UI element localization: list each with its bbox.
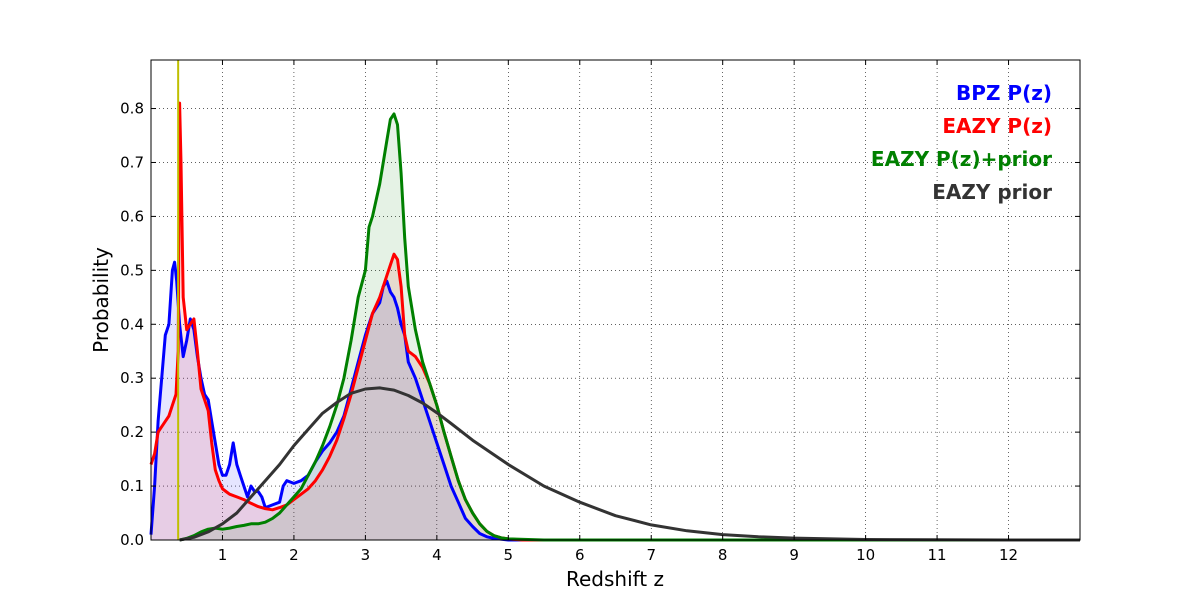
x-tick-label: 6: [575, 546, 585, 564]
x-tick-label: 1: [218, 546, 228, 564]
eazy-p-z-prior-fill: [179, 113, 1081, 541]
x-tick-label: 7: [646, 546, 656, 564]
plot-frame: [150, 59, 1081, 541]
x-tick-label: 3: [361, 546, 371, 564]
x-tick-label: 4: [432, 546, 442, 564]
x-tick-label: 10: [856, 546, 875, 564]
series-fills: [151, 103, 1081, 541]
legend-entry: EAZY P(z): [942, 114, 1052, 138]
y-axis-label: Probability: [89, 247, 113, 353]
x-axis-label: Redshift z: [566, 567, 664, 591]
grid: [151, 60, 1080, 541]
x-axis-ticks: 1 2 3 4 5 6 7 8 9 10 11 12: [218, 60, 1018, 564]
eazy-p-z-fill: [151, 103, 1080, 540]
eazy-prior-line: [179, 386, 1080, 542]
bpz-p-z-line: [149, 260, 1080, 542]
x-tick-label: 8: [718, 546, 728, 564]
y-tick-label: 0.6: [120, 207, 144, 225]
y-tick-label: 0.1: [120, 477, 144, 495]
x-tick-label: 12: [999, 546, 1018, 564]
y-tick-label: 0.7: [120, 153, 144, 171]
y-tick-label: 0.8: [120, 100, 144, 118]
y-axis-ticks: 0.0 0.1 0.2 0.3 0.4 0.5 0.6 0.7 0.8: [120, 100, 1080, 549]
eazy-p-z-prior-line: [179, 112, 1080, 542]
legend: BPZ P(z) EAZY P(z) EAZY P(z)+prior EAZY pri…: [871, 81, 1052, 204]
y-tick-label: 0.3: [120, 369, 144, 387]
x-tick-label: 5: [504, 546, 514, 564]
x-tick-label: 2: [289, 546, 299, 564]
x-tick-label: 11: [928, 546, 947, 564]
y-tick-label: 0.4: [120, 315, 144, 333]
y-tick-label: 0.0: [120, 531, 144, 549]
legend-entry: BPZ P(z): [956, 81, 1052, 105]
y-tick-label: 0.5: [120, 261, 144, 279]
x-tick-label: 9: [789, 546, 799, 564]
legend-entry: EAZY P(z)+prior: [871, 147, 1052, 171]
series-lines: [149, 101, 1080, 542]
y-tick-label: 0.2: [120, 423, 144, 441]
plot-background: [151, 60, 1080, 540]
bpz-p-z-fill: [151, 262, 1080, 540]
legend-entry: EAZY prior: [932, 180, 1052, 204]
